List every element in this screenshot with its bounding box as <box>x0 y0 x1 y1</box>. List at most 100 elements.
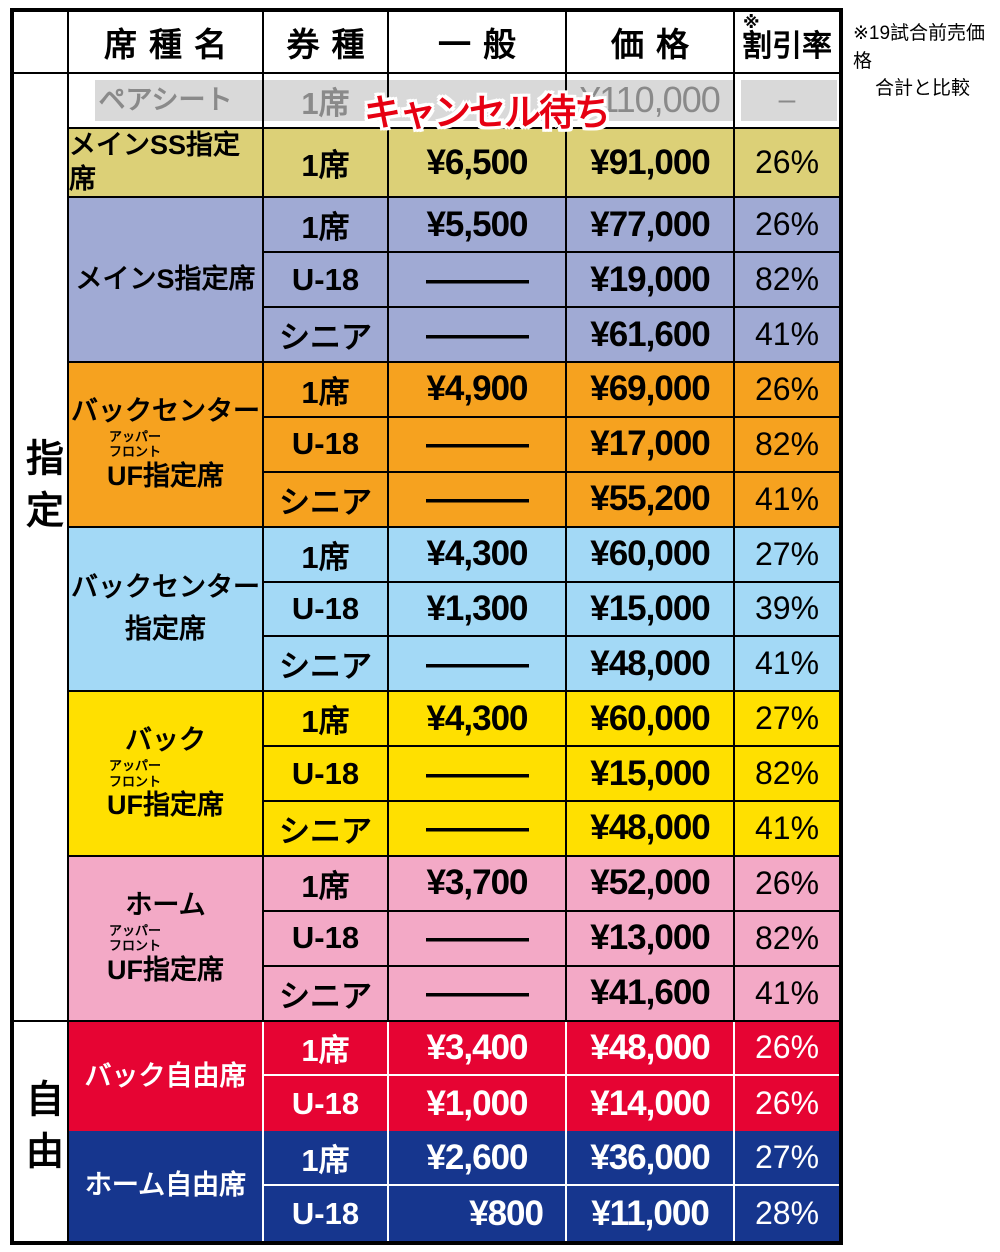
general-price-cell: ¥800 <box>389 1186 567 1241</box>
ticket-type-cell: シニア <box>264 802 389 857</box>
ticket-type-cell: シニア <box>264 966 389 1022</box>
set-price-cell: ¥15,000 <box>567 582 735 638</box>
set-price-cell: ¥55,200 <box>567 472 735 528</box>
side-label-free: 自由 <box>14 1021 69 1241</box>
general-price-cell: ——— <box>389 472 567 528</box>
set-price-cell: ¥17,000 <box>567 417 735 473</box>
ticket-type-cell: U-18 <box>264 417 389 473</box>
footnote: ※19試合前売価格 合計と比較 <box>853 20 1000 103</box>
general-price-cell: ¥1,000 <box>389 1076 567 1132</box>
set-price-cell: ¥52,000 <box>567 856 735 912</box>
set-price-cell: ¥14,000 <box>567 1076 735 1132</box>
discount-cell: 26% <box>735 363 839 418</box>
discount-cell: 26% <box>735 1021 839 1077</box>
ticket-type-cell: 1席 <box>264 74 389 129</box>
pair-seat-highlight-band-discount <box>741 80 837 121</box>
cancel-wait-overlay: キャンセル待ち <box>364 92 611 133</box>
seat-label-pair-seat: ペアシート <box>69 74 264 129</box>
discount-cell: 82% <box>735 911 839 967</box>
discount-cell: 41% <box>735 966 839 1022</box>
ticket-type-cell: シニア <box>264 637 389 693</box>
set-price-cell: ¥36,000 <box>567 1131 735 1187</box>
footnote-line2: 合計と比較 <box>875 78 971 100</box>
header-corner-cell <box>14 12 69 74</box>
discount-cell: 82% <box>735 417 839 473</box>
header-discount-label: 割引率 <box>742 30 832 63</box>
ticket-type-cell: 1席 <box>264 1131 389 1187</box>
discount-cell: 82% <box>735 747 839 802</box>
set-price-cell: ¥48,000 <box>567 1021 735 1077</box>
seat-label-back-center-uf: バックセンター アッパー フロント UF指定席 <box>69 363 264 528</box>
discount-cell: – <box>735 74 839 129</box>
general-price-cell: ——— <box>389 966 567 1022</box>
discount-cell: 26% <box>735 128 839 199</box>
seat-label-back-center: バックセンター 指定席 <box>69 527 264 693</box>
set-price-cell: ¥15,000 <box>567 747 735 802</box>
set-price-cell: ¥77,000 <box>567 198 735 254</box>
general-price-cell: ¥2,600 <box>389 1131 567 1187</box>
ticket-type-cell: シニア <box>264 472 389 528</box>
set-price-cell: ¥41,600 <box>567 966 735 1022</box>
ticket-type-cell: U-18 <box>264 1076 389 1132</box>
general-price-cell: ——— <box>389 802 567 857</box>
seat-label-main-s: メインS指定席 <box>69 198 264 363</box>
general-price-cell: ¥4,300 <box>389 692 567 748</box>
set-price-cell: ¥110,000 <box>567 74 735 129</box>
general-price-cell <box>389 74 567 129</box>
ticket-type-cell: 1席 <box>264 692 389 748</box>
general-price-cell: ¥6,500 <box>389 128 567 199</box>
general-price-cell: ¥4,900 <box>389 363 567 418</box>
ticket-type-cell: U-18 <box>264 911 389 967</box>
ticket-type-cell: U-18 <box>264 1186 389 1241</box>
general-price-cell: ¥1,300 <box>389 582 567 638</box>
discount-cell: 26% <box>735 198 839 254</box>
ticket-type-cell: 1席 <box>264 527 389 583</box>
discount-cell: 26% <box>735 856 839 912</box>
ticket-type-cell: U-18 <box>264 582 389 638</box>
general-price-cell: ——— <box>389 637 567 693</box>
discount-cell: 41% <box>735 472 839 528</box>
discount-cell: 41% <box>735 802 839 857</box>
general-price-cell: ¥5,500 <box>389 198 567 254</box>
header-general: 一般 <box>389 12 567 74</box>
discount-cell: 26% <box>735 1076 839 1132</box>
set-price-cell: ¥91,000 <box>567 128 735 199</box>
ticket-type-cell: 1席 <box>264 198 389 254</box>
header-seat-type: 席種名 <box>69 12 264 74</box>
ticket-type-cell: U-18 <box>264 747 389 802</box>
ticket-type-cell: 1席 <box>264 856 389 912</box>
seat-label-back-free: バック自由席 <box>69 1021 264 1132</box>
discount-cell: 82% <box>735 253 839 309</box>
set-price-cell: ¥69,000 <box>567 363 735 418</box>
pair-seat-highlight-band <box>95 80 733 121</box>
header-price: 価格 <box>567 12 735 74</box>
set-price-cell: ¥11,000 <box>567 1186 735 1241</box>
seat-label-main-ss: メインSS指定席 <box>69 128 264 199</box>
seat-label-home-uf: ホーム アッパー フロント UF指定席 <box>69 856 264 1022</box>
general-price-cell: ——— <box>389 308 567 363</box>
header-ticket-type: 券種 <box>264 12 389 74</box>
general-price-cell: ¥4,300 <box>389 527 567 583</box>
discount-cell: 28% <box>735 1186 839 1241</box>
set-price-cell: ¥19,000 <box>567 253 735 309</box>
discount-cell: 27% <box>735 1131 839 1187</box>
discount-cell: 41% <box>735 637 839 693</box>
general-price-cell: ——— <box>389 911 567 967</box>
ticket-type-cell: 1席 <box>264 1021 389 1077</box>
price-table: 席種名 券種 一般 価格 ※ 割引率 指定 自由 ペアシート メインSS指定席 … <box>10 8 843 1245</box>
set-price-cell: ¥61,600 <box>567 308 735 363</box>
seat-label-back-uf: バック アッパー フロント UF指定席 <box>69 692 264 857</box>
ticket-type-cell: 1席 <box>264 128 389 199</box>
ticket-type-cell: シニア <box>264 308 389 363</box>
ticket-type-cell: U-18 <box>264 253 389 309</box>
ticket-type-cell: 1席 <box>264 363 389 418</box>
side-label-reserved: 指定 <box>14 74 69 1022</box>
header-discount-rate: ※ 割引率 <box>735 12 839 74</box>
discount-cell: 41% <box>735 308 839 363</box>
set-price-cell: ¥48,000 <box>567 802 735 857</box>
discount-cell: 27% <box>735 692 839 748</box>
seat-label-home-free: ホーム自由席 <box>69 1131 264 1241</box>
set-price-cell: ¥13,000 <box>567 911 735 967</box>
set-price-cell: ¥60,000 <box>567 692 735 748</box>
